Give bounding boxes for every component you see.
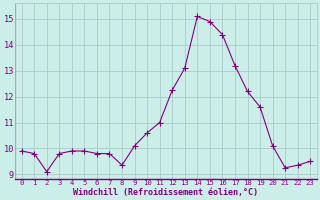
X-axis label: Windchill (Refroidissement éolien,°C): Windchill (Refroidissement éolien,°C) [74, 188, 259, 197]
